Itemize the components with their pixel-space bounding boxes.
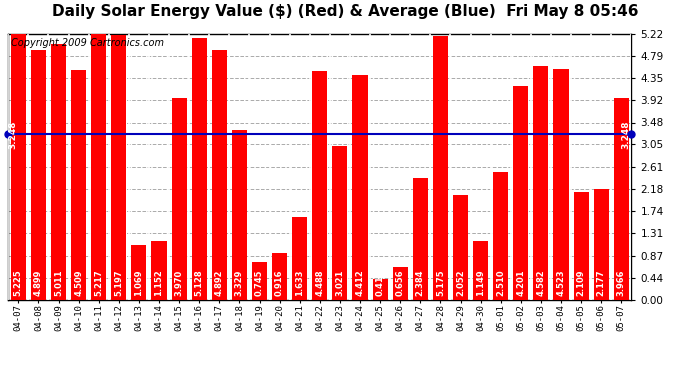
Text: 0.916: 0.916 xyxy=(275,269,284,296)
Text: 5.217: 5.217 xyxy=(95,269,103,296)
Text: 5.128: 5.128 xyxy=(195,269,204,296)
Bar xyxy=(192,39,207,300)
Text: 2.384: 2.384 xyxy=(416,269,425,296)
Bar xyxy=(172,98,187,300)
Bar xyxy=(493,172,509,300)
Text: Daily Solar Energy Value ($) (Red) & Average (Blue)  Fri May 8 05:46: Daily Solar Energy Value ($) (Red) & Ave… xyxy=(52,4,638,19)
Text: 0.656: 0.656 xyxy=(395,269,405,296)
Bar xyxy=(292,217,307,300)
Text: 2.052: 2.052 xyxy=(456,269,465,296)
Bar xyxy=(453,195,468,300)
Bar xyxy=(353,75,368,300)
Bar xyxy=(393,267,408,300)
Text: 3.248: 3.248 xyxy=(9,120,18,148)
Text: 3.021: 3.021 xyxy=(335,269,344,296)
Text: 5.011: 5.011 xyxy=(54,269,63,296)
Text: 3.329: 3.329 xyxy=(235,270,244,296)
Text: 4.412: 4.412 xyxy=(355,269,364,296)
Text: 5.197: 5.197 xyxy=(115,269,124,296)
Bar xyxy=(553,69,569,300)
Bar xyxy=(333,146,348,300)
Text: 1.152: 1.152 xyxy=(155,269,164,296)
Bar xyxy=(91,34,106,300)
Bar xyxy=(573,192,589,300)
Bar xyxy=(212,51,227,300)
Text: 0.745: 0.745 xyxy=(255,269,264,296)
Text: 3.248: 3.248 xyxy=(622,120,631,148)
Bar xyxy=(232,130,247,300)
Text: 2.109: 2.109 xyxy=(577,269,586,296)
Bar xyxy=(433,36,448,300)
Bar xyxy=(11,33,26,300)
Text: 4.899: 4.899 xyxy=(34,270,43,296)
Bar xyxy=(31,50,46,300)
Text: 4.582: 4.582 xyxy=(536,269,545,296)
Bar xyxy=(111,35,126,300)
Text: 4.509: 4.509 xyxy=(74,269,83,296)
Text: 3.970: 3.970 xyxy=(175,270,184,296)
Bar xyxy=(272,253,287,300)
Text: Copyright 2009 Cartronics.com: Copyright 2009 Cartronics.com xyxy=(12,38,164,48)
Text: 4.523: 4.523 xyxy=(557,269,566,296)
Bar xyxy=(252,262,267,300)
Bar xyxy=(131,246,146,300)
Bar xyxy=(593,189,609,300)
Text: 4.488: 4.488 xyxy=(315,269,324,296)
Text: 5.175: 5.175 xyxy=(436,269,445,296)
Bar xyxy=(533,66,549,300)
Text: 4.201: 4.201 xyxy=(516,269,525,296)
Bar xyxy=(51,44,66,300)
Bar xyxy=(413,178,428,300)
Bar xyxy=(71,70,86,300)
Bar xyxy=(373,279,388,300)
Bar xyxy=(473,242,488,300)
Text: 1.069: 1.069 xyxy=(135,269,144,296)
Text: 0.410: 0.410 xyxy=(375,269,384,296)
Text: 4.892: 4.892 xyxy=(215,269,224,296)
Text: 2.177: 2.177 xyxy=(597,269,606,296)
Text: 2.510: 2.510 xyxy=(496,269,505,296)
Text: 1.633: 1.633 xyxy=(295,269,304,296)
Bar xyxy=(513,86,529,300)
Text: 5.225: 5.225 xyxy=(14,269,23,296)
Text: 1.149: 1.149 xyxy=(476,269,485,296)
Bar xyxy=(152,241,166,300)
Bar xyxy=(313,71,327,300)
Bar xyxy=(614,98,629,300)
Text: 3.966: 3.966 xyxy=(617,269,626,296)
